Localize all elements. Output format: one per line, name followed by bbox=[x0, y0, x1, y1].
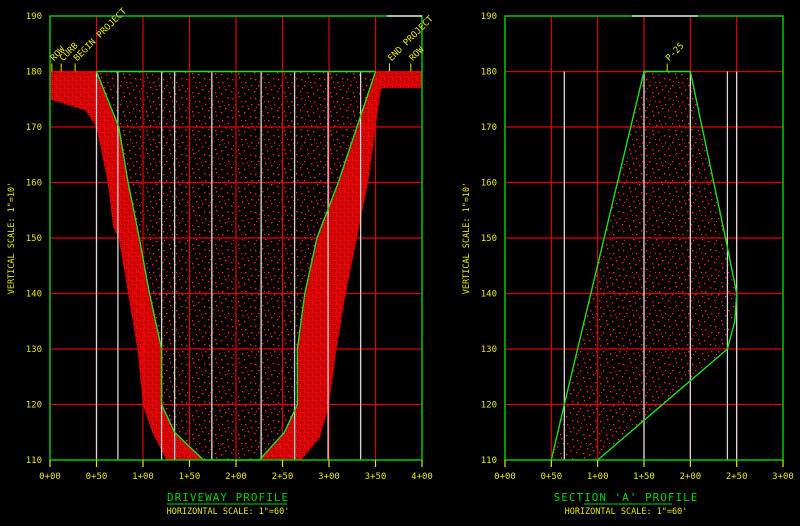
x-tick-label: 1+50 bbox=[179, 472, 201, 482]
x-tick-label: 0+00 bbox=[39, 472, 61, 482]
x-tick-label: 1+00 bbox=[587, 472, 609, 482]
y-tick-label: 180 bbox=[26, 68, 42, 78]
right-vertical-scale-label: VERTICAL SCALE: 1"=10' bbox=[462, 182, 472, 295]
y-tick-label: 110 bbox=[26, 456, 42, 466]
section-a-title: SECTION 'A' PROFILE bbox=[554, 491, 699, 504]
x-tick-label: 2+50 bbox=[726, 472, 748, 482]
annotation-label: BEGIN PROJECT bbox=[72, 6, 129, 63]
x-tick-label: 3+50 bbox=[365, 472, 387, 482]
x-tick-label: 1+50 bbox=[633, 472, 655, 482]
y-tick-label: 130 bbox=[26, 345, 42, 355]
y-tick-label: 160 bbox=[26, 179, 42, 189]
x-tick-label: 2+50 bbox=[272, 472, 294, 482]
profile-line bbox=[550, 70, 738, 461]
y-tick-label: 120 bbox=[481, 401, 497, 411]
x-tick-label: 0+50 bbox=[86, 472, 108, 482]
y-tick-label: 170 bbox=[26, 123, 42, 133]
y-tick-label: 140 bbox=[481, 290, 497, 300]
y-tick-label: 180 bbox=[481, 68, 497, 78]
y-tick-label: 130 bbox=[481, 345, 497, 355]
y-tick-label: 190 bbox=[481, 12, 497, 22]
driveway-profile-scale: HORIZONTAL SCALE: 1"=60' bbox=[167, 507, 290, 517]
x-tick-label: 3+00 bbox=[772, 472, 794, 482]
x-tick-label: 3+00 bbox=[318, 472, 340, 482]
left-vertical-scale-label: VERTICAL SCALE: 1"=10' bbox=[7, 182, 17, 295]
annotation-label: P-25 bbox=[664, 41, 686, 63]
x-tick-label: 2+00 bbox=[225, 472, 247, 482]
y-tick-label: 190 bbox=[26, 12, 42, 22]
x-tick-label: 0+50 bbox=[540, 472, 562, 482]
x-tick-label: 2+00 bbox=[679, 472, 701, 482]
x-tick-label: 4+00 bbox=[411, 472, 433, 482]
driveway-profile-chart: 0+00 0+50 1+00 1+50 2+00 2+50 3+00 3+50 4+00 110 1… bbox=[26, 6, 436, 482]
x-tick-label: 1+00 bbox=[132, 472, 154, 482]
y-tick-label: 160 bbox=[481, 179, 497, 189]
section-a-scale: HORIZONTAL SCALE: 1"=60' bbox=[565, 507, 688, 517]
driveway-profile-title: DRIVEWAY PROFILE bbox=[167, 491, 289, 504]
section-a-profile-chart: 0+00 0+50 1+00 1+50 2+00 2+50 3+00 110 120 130 140… bbox=[481, 12, 794, 482]
y-tick-label: 150 bbox=[26, 234, 42, 244]
x-tick-label: 0+00 bbox=[494, 472, 516, 482]
y-tick-label: 110 bbox=[481, 456, 497, 466]
y-tick-label: 140 bbox=[26, 290, 42, 300]
y-tick-label: 120 bbox=[26, 401, 42, 411]
annotation-label: ROW bbox=[408, 45, 427, 64]
y-tick-label: 170 bbox=[481, 123, 497, 133]
y-tick-label: 150 bbox=[481, 234, 497, 244]
